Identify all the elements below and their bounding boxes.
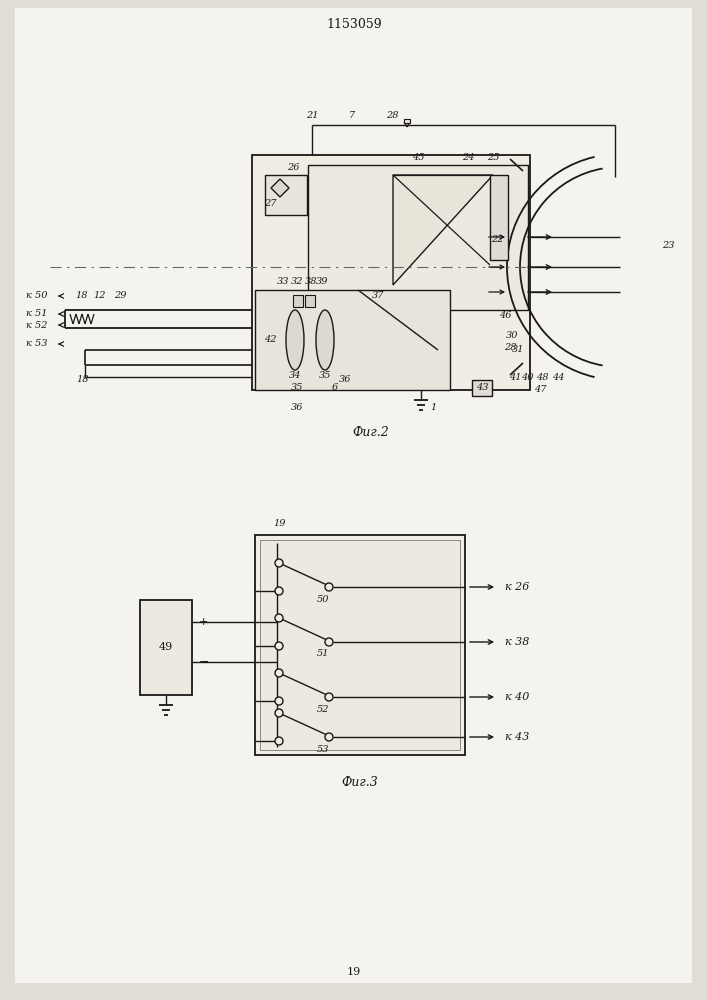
Text: Фиг.2: Фиг.2 [353, 426, 390, 438]
Bar [472, 380, 492, 396]
Text: 50: 50 [317, 594, 329, 603]
Text: 30: 30 [506, 330, 518, 340]
Text: 23: 23 [662, 240, 674, 249]
Text: 28: 28 [504, 342, 516, 352]
Text: к 26: к 26 [505, 582, 529, 592]
Ellipse shape [316, 310, 334, 370]
Text: 35: 35 [291, 383, 303, 392]
Text: 36: 36 [339, 375, 351, 384]
Text: 19: 19 [347, 967, 361, 977]
Circle shape [275, 559, 283, 567]
Bar [293, 295, 303, 307]
Text: 48: 48 [536, 373, 548, 382]
Circle shape [275, 642, 283, 650]
Text: −: − [199, 656, 209, 668]
Text: 27: 27 [264, 198, 276, 208]
Text: 18: 18 [77, 375, 89, 384]
Circle shape [275, 669, 283, 677]
Bar [140, 600, 192, 695]
Bar [265, 175, 307, 215]
Text: 44: 44 [551, 373, 564, 382]
Text: 47: 47 [534, 385, 547, 394]
Text: 26: 26 [287, 162, 299, 172]
Text: к 51: к 51 [25, 310, 47, 318]
Text: 6: 6 [332, 383, 338, 392]
Text: 41: 41 [509, 373, 521, 382]
Bar [305, 295, 315, 307]
Bar [255, 290, 450, 390]
Text: 37: 37 [372, 290, 384, 300]
Text: 7: 7 [349, 110, 355, 119]
Circle shape [325, 583, 333, 591]
Text: 49: 49 [159, 642, 173, 652]
Text: 39: 39 [316, 277, 328, 286]
Text: 21: 21 [305, 110, 318, 119]
Text: к 43: к 43 [505, 732, 529, 742]
Text: 1: 1 [430, 402, 436, 412]
Text: 34: 34 [288, 370, 301, 379]
Text: 24: 24 [462, 152, 474, 161]
Circle shape [275, 587, 283, 595]
Bar [255, 535, 465, 755]
Circle shape [275, 737, 283, 745]
Circle shape [325, 733, 333, 741]
Text: 42: 42 [264, 336, 276, 344]
Text: к 52: к 52 [25, 320, 47, 330]
Polygon shape [393, 175, 493, 285]
Text: к 40: к 40 [505, 692, 529, 702]
Text: к 50: к 50 [25, 292, 47, 300]
Circle shape [325, 638, 333, 646]
Text: 46: 46 [498, 310, 511, 320]
Text: 29: 29 [114, 290, 127, 300]
Circle shape [275, 697, 283, 705]
Text: 45: 45 [411, 152, 424, 161]
Text: к 38: к 38 [505, 637, 529, 647]
Bar [490, 175, 508, 260]
Text: 53: 53 [317, 744, 329, 754]
Ellipse shape [286, 310, 304, 370]
Text: 22: 22 [491, 235, 503, 244]
Text: 12: 12 [94, 290, 106, 300]
Text: 19: 19 [274, 518, 286, 528]
Bar [252, 155, 530, 390]
Text: 1153059: 1153059 [326, 17, 382, 30]
Text: +: + [199, 617, 209, 627]
Circle shape [275, 614, 283, 622]
Text: 51: 51 [317, 650, 329, 658]
Text: Фиг.3: Фиг.3 [341, 776, 378, 790]
Text: 43: 43 [476, 383, 489, 392]
Text: 33: 33 [276, 277, 289, 286]
Text: 35: 35 [319, 370, 332, 379]
Text: 31: 31 [512, 346, 525, 355]
Text: 40: 40 [521, 373, 533, 382]
Polygon shape [271, 179, 289, 197]
Text: 36: 36 [291, 403, 303, 412]
Text: 52: 52 [317, 704, 329, 714]
Bar [260, 540, 460, 750]
Text: 18: 18 [76, 290, 88, 300]
Text: 32: 32 [291, 277, 303, 286]
Text: к 53: к 53 [25, 340, 47, 349]
Circle shape [275, 709, 283, 717]
Circle shape [325, 693, 333, 701]
Text: 28: 28 [386, 110, 398, 119]
Bar [308, 165, 528, 310]
Text: 38: 38 [305, 277, 317, 286]
Bar [404, 119, 410, 123]
Text: 25: 25 [486, 152, 499, 161]
